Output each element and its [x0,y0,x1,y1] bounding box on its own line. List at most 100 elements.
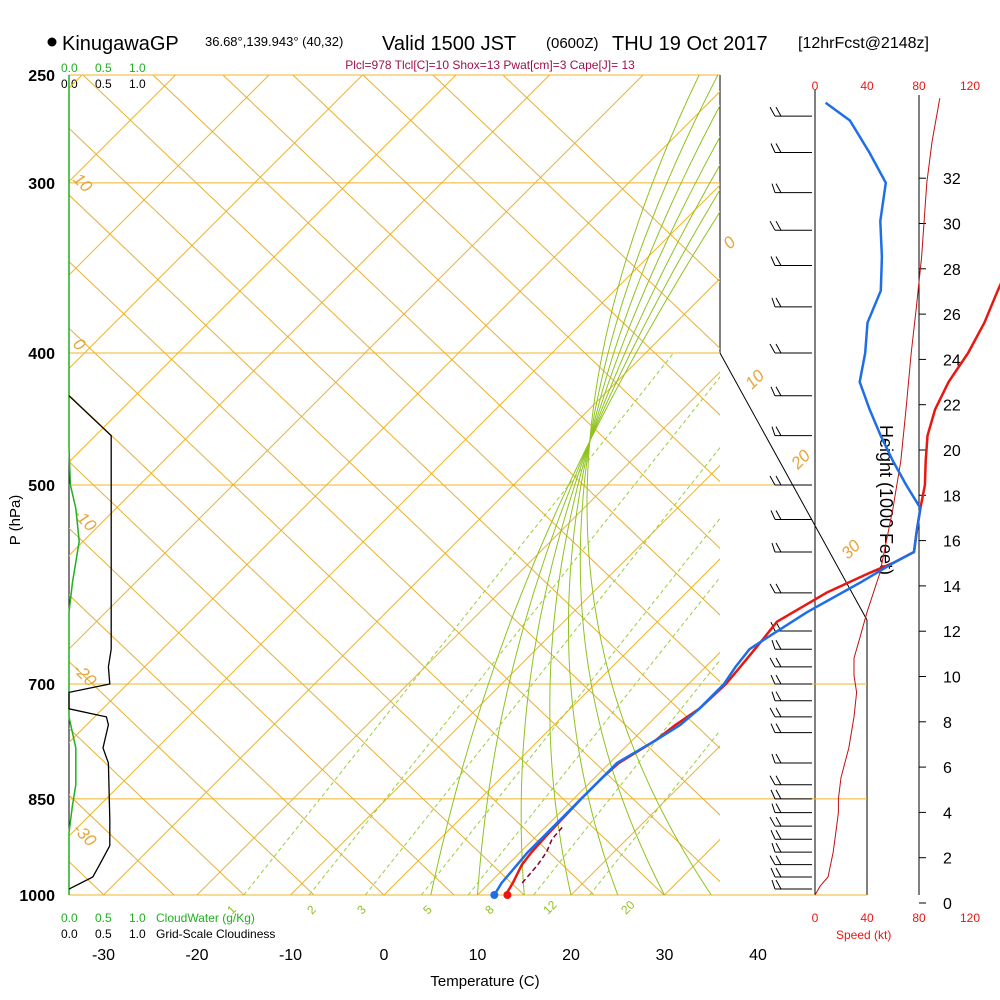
wind-barb-flag [771,691,776,701]
isotherm--10 [290,464,720,895]
isotherm--20 [196,371,720,895]
wind-barb-flag [769,220,776,231]
isotherm--100 [69,75,270,276]
wind-barb-flag [775,879,782,890]
wind-barb-flag [770,256,776,266]
speed-top-120: 120 [960,79,980,93]
mixing-ratio-line-5 [533,659,720,895]
wind-barb-flag [769,583,776,594]
mixing-ratio-line-2 [364,446,720,895]
wind-barb-flag [775,691,782,701]
pressure-tick-400: 400 [28,346,55,363]
stability-indices: Plcl=978 Tlcl[C]=10 Shox=13 Pwat[cm]=3 C… [345,58,635,72]
top-black-scale-1: 0.5 [95,77,112,91]
moist-adiabat-20 [549,135,720,895]
dry-adiabat-9 [152,75,720,616]
x-axis-label: Temperature (C) [430,973,539,990]
height-tick-0: 0 [943,896,952,913]
pressure-tick-250: 250 [28,68,55,85]
wind-barb-flag [775,775,782,786]
wind-barb-flag [771,803,776,813]
moist-adiabat-25 [568,104,720,895]
wind-barb-flag [775,343,782,354]
isotherm-label-3: -20 [69,659,100,690]
height-tick-24: 24 [943,352,961,369]
top-green-scale-1: 0.5 [95,61,112,75]
wind-barb-flag [775,674,782,685]
height-tick-28: 28 [943,262,961,279]
wind-barb-flag [771,542,776,553]
top-black-scale-2: 1.0 [129,77,146,91]
dry-adiabat-label-20: 20 [787,446,815,474]
height-tick-8: 8 [943,715,952,732]
moist-adiabat-35 [586,75,712,895]
wind-barb-flag [770,867,776,878]
wind-barb-flag [770,510,776,520]
wind-barb-flag [775,639,782,650]
background-lines [69,75,720,895]
height-tick-6: 6 [943,760,952,777]
dry-adiabat-13 [432,75,720,350]
wind-barb-flag [775,143,782,153]
top-scales: 0.0 0.5 1.0 0.0 0.5 1.0 [61,61,146,91]
mixing-ratio-label-12: 12 [540,898,560,918]
speed-bottom-0: 0 [812,911,819,925]
mixing-ratio-label-8: 8 [482,902,497,917]
height-tick-22: 22 [943,398,961,415]
cloud-water-profile [68,75,80,895]
height-tick-16: 16 [943,534,961,551]
wind-barb-flag [775,829,782,840]
pressure-tick-500: 500 [28,478,55,495]
parcel-line [521,825,564,884]
speed-bottom-120: 120 [960,911,980,925]
wind-barb-flag [771,297,776,308]
isotherm--80 [69,75,457,463]
moist-adiabat-5 [430,210,720,895]
wind-barb-flag [770,789,776,800]
dry-adiabat-11 [292,75,720,483]
wind-barb-flag [775,753,782,764]
wind-barb-flag [769,343,776,354]
wind-barb-flag [775,426,782,436]
isotherm-label-0: 10 [69,169,96,196]
bottom-green-scale-1: 0.5 [95,911,112,925]
temp-tick-40: 40 [749,947,767,964]
dry-adiabat-label-10: 10 [741,366,768,393]
speed-top-40: 40 [860,79,874,93]
wind-barb-flag [770,143,776,153]
moist-adiabat-15 [520,163,720,895]
temp-tick--10: -10 [279,947,302,964]
wind-barb-flag [769,775,776,786]
mixing-ratio-label-2: 2 [304,902,319,917]
mixing-ratio-label-5: 5 [420,902,435,917]
wind-barb-flag [771,879,776,890]
isotherm-label-2: -10 [69,504,100,535]
speed-scale: 0 40 80 120 0 40 80 120 Speed (kt) [812,79,981,942]
isotherm--50 [69,90,720,744]
wind-barb-flag [770,386,776,396]
forecast-info: [12hrFcst@2148z] [798,35,929,52]
temp-tick-20: 20 [562,947,580,964]
temp-tick-30: 30 [656,947,674,964]
wind-barb-flag [770,674,776,685]
height-axis-label: Height (1000 Feet) [876,425,896,575]
mixing-ratio-label-20: 20 [618,898,638,918]
wind-barb-flag [769,816,776,827]
dry-adiabat-label-0: 0 [719,232,740,253]
wind-barb-flag [775,842,782,853]
wind-barb-flag [769,106,776,117]
dry-adiabat-1 [69,527,455,895]
bottom-green-scale-2: 1.0 [129,911,146,925]
moist-adiabat-10 [477,188,720,895]
height-tick-20: 20 [943,443,961,460]
wind-barb-flag [775,855,782,865]
wind-barb-flag [775,723,782,733]
diagonal-frame [719,352,868,621]
wind-barb-flag [769,475,776,486]
bottom-black-scale-0: 0.0 [61,927,78,941]
wind-barb-flag [775,106,782,117]
isotherm--40 [69,184,720,837]
speed-bottom-80: 80 [912,911,926,925]
temp-tick--30: -30 [92,947,115,964]
